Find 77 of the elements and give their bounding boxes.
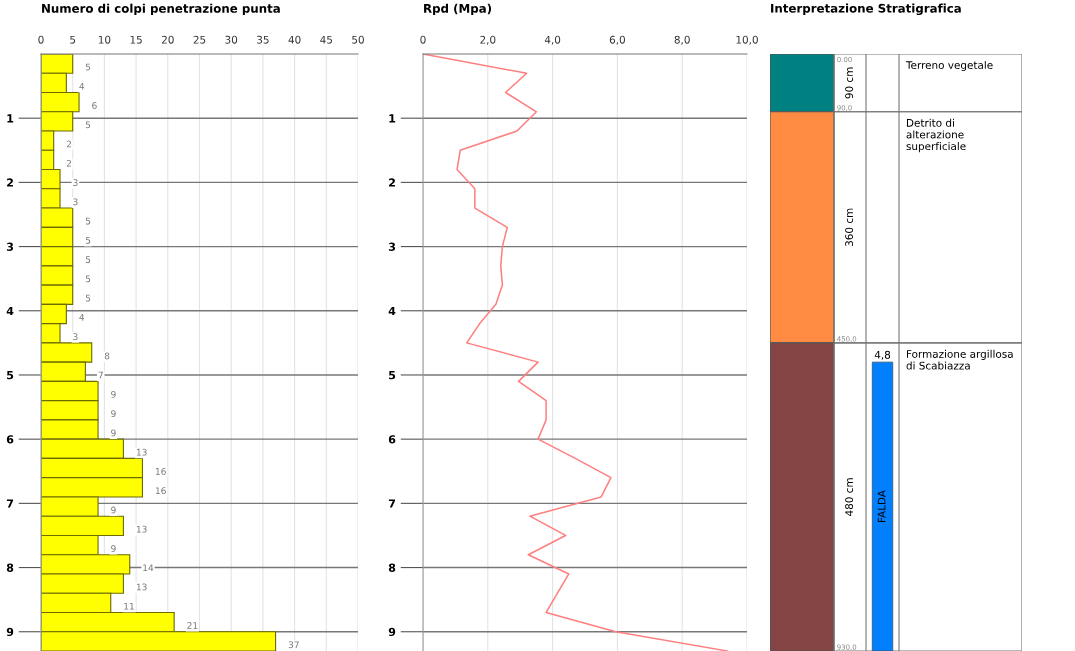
x-tick-label: 4,0 — [544, 35, 561, 45]
data-label: 16 — [155, 468, 166, 475]
data-label: 4 — [79, 82, 85, 90]
y-tick-label: 5 — [389, 371, 396, 380]
x-tick-label: 50 — [352, 35, 364, 44]
data-label: 13 — [136, 525, 147, 533]
x-tick-label: 10,0 — [736, 35, 758, 45]
x-tick-label: 5 — [70, 35, 76, 44]
data-label: 9 — [111, 410, 116, 418]
data-label: 6 — [92, 102, 97, 109]
y-tick-label: 8 — [6, 563, 14, 572]
y-tick-label: 7 — [388, 499, 396, 508]
data-label: 11 — [124, 602, 134, 610]
y-tick-label: 1 — [7, 114, 14, 123]
data-label: 21 — [187, 622, 198, 629]
text: Interpretazione Stratigrafica — [771, 3, 961, 16]
x-tick-label: 10 — [98, 35, 111, 44]
x-tick-label: 25 — [193, 35, 206, 44]
x-tick-label: 8,0 — [674, 35, 690, 45]
x-tick-label: 6,0 — [609, 35, 625, 45]
chart-title: Numero di colpi penetrazione punta — [42, 3, 280, 16]
y-tick-label: 8 — [388, 563, 396, 572]
data-label: 9 — [111, 545, 116, 552]
x-tick-label: 0 — [38, 35, 44, 44]
data-label: 9 — [111, 429, 116, 437]
data-label: 13 — [136, 583, 147, 591]
data-label: 7 — [98, 371, 103, 379]
data-label: 2 — [66, 159, 72, 167]
data-label: 16 — [155, 487, 166, 495]
data-label: 5 — [85, 121, 91, 129]
data-label: 5 — [85, 275, 91, 283]
data-label: 3 — [73, 198, 78, 206]
data-label: 5 — [85, 294, 91, 302]
data-label: 3 — [73, 179, 78, 186]
y-tick-label: 4 — [388, 306, 396, 315]
y-tick-label: 3 — [6, 242, 14, 251]
text: 4,8 — [874, 350, 891, 360]
y-tick-label: 2 — [7, 178, 13, 187]
category-label: Formazione argillosa di Scabiazza — [906, 349, 1013, 370]
y-tick-label: 2 — [389, 178, 395, 187]
x-tick-label: 0 — [420, 35, 426, 44]
chart-title: Rpd (Mpa) — [424, 3, 492, 16]
x-tick-label: 2,0 — [480, 35, 496, 45]
y-tick-label: 4 — [6, 306, 14, 315]
x-tick-label: 35 — [257, 35, 269, 44]
data-label: 9 — [111, 390, 116, 398]
data-label: 5 — [85, 63, 91, 71]
data-label: 480 cm — [845, 478, 854, 516]
y-tick-label: 7 — [6, 499, 14, 508]
data-label: 14 — [143, 564, 154, 571]
data-label: 8 — [104, 352, 110, 360]
x-tick-label: 40 — [288, 35, 301, 44]
y-tick-label: 5 — [7, 371, 14, 380]
category-label: Detrito di alterazione superficiale — [906, 118, 966, 153]
data-label: 3 — [73, 333, 78, 341]
data-label: 9 — [111, 506, 116, 514]
y-tick-label: 6 — [6, 435, 14, 444]
data-label: 5 — [85, 256, 91, 263]
data-label: 2 — [66, 140, 72, 148]
y-tick-label: 1 — [389, 114, 396, 123]
text: FALDA — [877, 490, 886, 523]
y-tick-label: 9 — [388, 627, 396, 637]
x-tick-label: 45 — [320, 35, 333, 44]
data-label: 360 cm — [845, 208, 854, 247]
data-label: 5 — [85, 237, 91, 244]
y-tick-label: 6 — [388, 435, 396, 444]
x-tick-label: 15 — [130, 35, 142, 44]
data-label: 37 — [288, 641, 299, 649]
y-tick-label: 3 — [388, 242, 396, 251]
category-label: Terreno vegetale — [905, 60, 993, 72]
data-label: 5 — [85, 217, 91, 225]
data-label: 90 cm — [845, 67, 854, 99]
data-label: 13 — [136, 448, 147, 456]
data-label: 4 — [79, 314, 85, 321]
x-tick-label: 20 — [161, 35, 174, 44]
y-tick-label: 9 — [6, 627, 14, 637]
x-tick-label: 30 — [225, 35, 238, 44]
